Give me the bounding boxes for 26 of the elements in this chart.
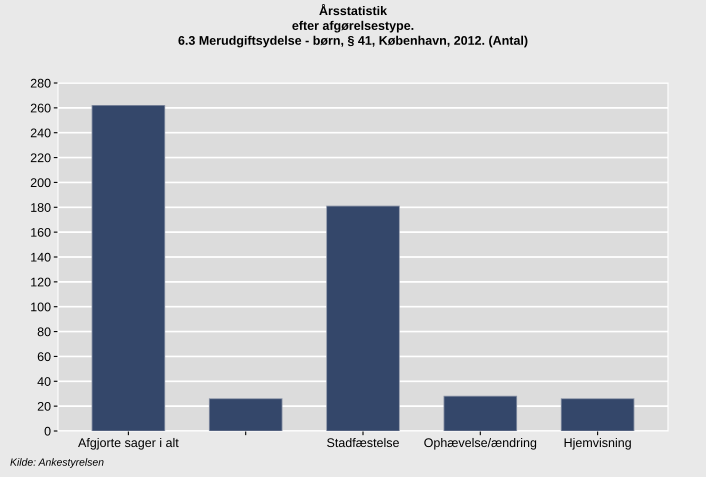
y-tick-label: 0 xyxy=(44,426,51,436)
x-tick-label: Ophævelse/ændring xyxy=(424,438,536,450)
y-tick-label: 80 xyxy=(38,327,51,336)
y-tick-label: 260 xyxy=(30,104,51,113)
y-tick-label: 280 xyxy=(30,78,51,88)
x-tick-label: Afgjorte sager i alt xyxy=(78,438,179,450)
bar xyxy=(92,104,166,431)
chart-title: Årsstatistik efter afgørelsestype. 6.3 Merudgiftsydelse - børn, § 41, København, 2012. (Antal) xyxy=(178,4,528,48)
y-tick-label: 200 xyxy=(30,178,51,188)
x-tick-label: Stadfæstelse xyxy=(327,438,399,448)
y-tick-label: 160 xyxy=(31,228,51,237)
y-tick-label: 220 xyxy=(30,153,51,162)
y-tick-label: 60 xyxy=(38,352,51,362)
y-tick-label: 180 xyxy=(31,203,51,212)
y-tick-label: 20 xyxy=(38,402,51,411)
y-tick-label: 40 xyxy=(37,377,51,386)
text: Kilde: Ankestyrelsen xyxy=(10,458,104,468)
bar xyxy=(326,206,400,431)
bar xyxy=(444,396,518,431)
bar xyxy=(560,398,634,431)
y-tick-label: 120 xyxy=(31,278,51,287)
bar xyxy=(208,398,282,431)
x-tick-label: Hjemvisning xyxy=(564,438,631,450)
y-tick-label: 240 xyxy=(30,128,51,138)
y-tick-label: 100 xyxy=(31,302,51,312)
y-tick-label: 140 xyxy=(31,252,51,262)
